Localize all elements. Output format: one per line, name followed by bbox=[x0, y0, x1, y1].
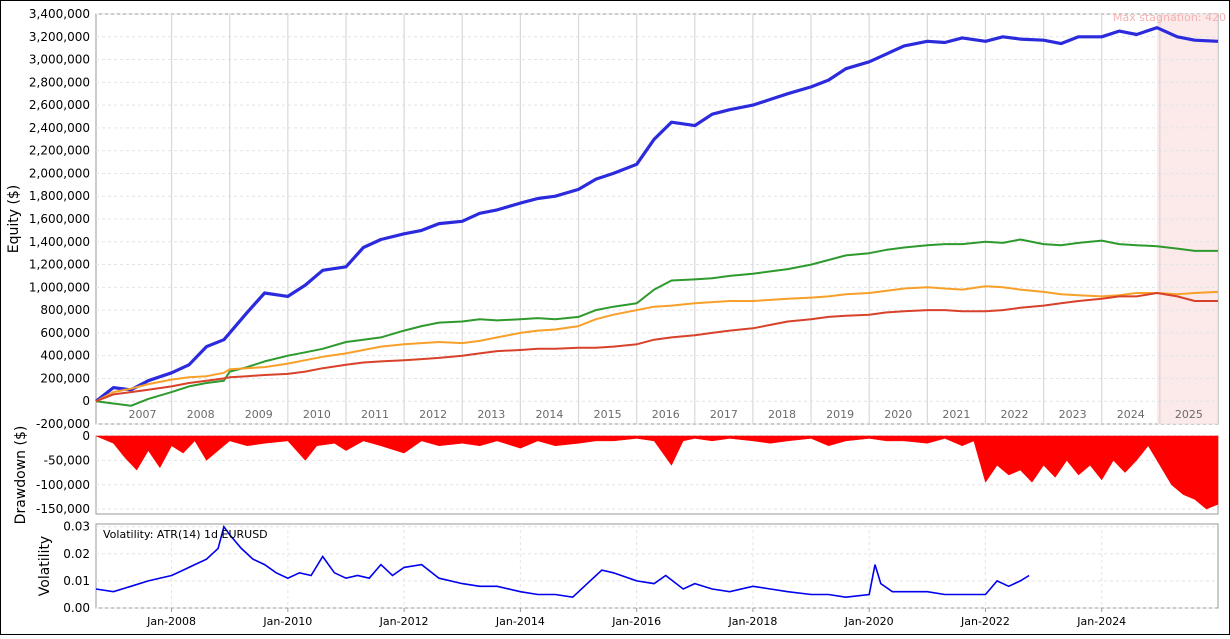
volatility-x-tick-label: Jan-2014 bbox=[495, 615, 545, 628]
equity-series-line-3 bbox=[95, 285, 1219, 403]
equity-year-label: 2010 bbox=[303, 408, 331, 421]
equity-year-label: 2009 bbox=[245, 408, 273, 421]
volatility-x-tick-label: Jan-2018 bbox=[727, 615, 777, 628]
equity-y-tick-label: 2,800,000 bbox=[29, 75, 90, 89]
equity-series-line-1 bbox=[95, 26, 1219, 403]
volatility-x-tick-label: Jan-2008 bbox=[146, 615, 196, 628]
equity-year-label: 2007 bbox=[129, 408, 157, 421]
equity-y-axis-title: Equity ($) bbox=[6, 185, 22, 254]
equity-y-tick-label: 0 bbox=[82, 394, 90, 408]
equity-series-line-2 bbox=[95, 238, 1218, 407]
equity-y-tick-label: 1,400,000 bbox=[29, 235, 90, 249]
equity-year-label: 2022 bbox=[1001, 408, 1029, 421]
volatility-x-tick-label: Jan-2024 bbox=[1076, 615, 1126, 628]
equity-year-label: 2008 bbox=[187, 408, 215, 421]
volatility-y-tick-label: 0.00 bbox=[63, 601, 90, 615]
equity-series bbox=[95, 26, 1219, 407]
volatility-x-ticks: Jan-2008 Jan-2010 Jan-2012 Jan-2014 Jan-2016… bbox=[146, 608, 1126, 628]
equity-y-tick-label: 800,000 bbox=[40, 303, 90, 317]
equity-year-label: 2015 bbox=[594, 408, 622, 421]
volatility-y-tick-label: 0.01 bbox=[63, 574, 90, 588]
volatility-line bbox=[95, 524, 1030, 599]
equity-year-labels: 2007 2008 2009 2010 2011 2012 2013 2014 2015 2016… bbox=[129, 408, 1203, 421]
volatility-y-axis-title: Volatility bbox=[37, 536, 53, 596]
volatility-x-tick-label: Jan-2010 bbox=[262, 615, 312, 628]
equity-year-label: 2023 bbox=[1059, 408, 1087, 421]
stagnation-annotation: Max stagnation: 420 bbox=[1113, 11, 1226, 24]
equity-panel: 2007 2008 2009 2010 2011 2012 2013 2014 2015 2016… bbox=[6, 7, 1226, 431]
volatility-x-tick-label: Jan-2022 bbox=[960, 615, 1010, 628]
equity-y-tick-label: 1,200,000 bbox=[29, 258, 90, 272]
drawdown-y-tick-label: -50,000 bbox=[44, 453, 90, 467]
equity-y-tick-label: 600,000 bbox=[40, 326, 90, 340]
drawdown-area bbox=[95, 435, 1219, 510]
drawdown-y-tick-label: -100,000 bbox=[36, 478, 90, 492]
equity-year-label: 2016 bbox=[652, 408, 680, 421]
volatility-x-tick-label: Jan-2012 bbox=[379, 615, 429, 628]
equity-year-label: 2019 bbox=[826, 408, 854, 421]
equity-year-label: 2018 bbox=[768, 408, 796, 421]
equity-y-tick-label: 3,000,000 bbox=[29, 53, 90, 67]
equity-y-tick-label: 2,000,000 bbox=[29, 166, 90, 180]
equity-y-tick-label: 3,200,000 bbox=[29, 30, 90, 44]
equity-year-label: 2017 bbox=[710, 408, 738, 421]
volatility-y-tick-label: 0.03 bbox=[63, 520, 90, 534]
equity-year-label: 2014 bbox=[535, 408, 563, 421]
equity-y-tick-label: 3,400,000 bbox=[29, 7, 90, 21]
drawdown-panel: 0 -50,000 -100,000 -150,000 Drawdown ($) bbox=[13, 426, 1219, 525]
equity-year-label: 2024 bbox=[1117, 408, 1145, 421]
equity-y-tick-label: 1,000,000 bbox=[29, 280, 90, 294]
equity-y-tick-label: 2,400,000 bbox=[29, 121, 90, 135]
equity-series-line-4 bbox=[95, 292, 1218, 403]
equity-year-label: 2020 bbox=[884, 408, 912, 421]
drawdown-y-ticks: 0 -50,000 -100,000 -150,000 bbox=[36, 429, 90, 516]
volatility-legend: Volatility: ATR(14) 1d EURUSD bbox=[103, 528, 268, 541]
equity-year-label: 2025 bbox=[1175, 408, 1203, 421]
volatility-panel: 0.03 0.02 0.01 0.00 Jan-2008 Jan-2010 Jan-201… bbox=[37, 520, 1219, 628]
equity-y-ticks: -200,000 0 200,000 400,000 600,000 800,000 1,0… bbox=[29, 7, 90, 431]
equity-year-label: 2011 bbox=[361, 408, 389, 421]
equity-y-tick-label: 1,800,000 bbox=[29, 189, 90, 203]
equity-y-tick-label: 2,200,000 bbox=[29, 144, 90, 158]
equity-year-label: 2012 bbox=[419, 408, 447, 421]
volatility-x-tick-label: Jan-2020 bbox=[844, 615, 894, 628]
equity-year-label: 2021 bbox=[942, 408, 970, 421]
drawdown-y-tick-label: 0 bbox=[82, 429, 90, 443]
volatility-plot-area bbox=[95, 523, 1219, 609]
equity-grid bbox=[96, 13, 1218, 425]
equity-year-label: 2013 bbox=[477, 408, 505, 421]
drawdown-y-axis-title: Drawdown ($) bbox=[13, 426, 29, 525]
drawdown-y-tick-label: -150,000 bbox=[36, 502, 90, 516]
volatility-y-tick-label: 0.02 bbox=[63, 547, 90, 561]
equity-y-tick-label: 200,000 bbox=[40, 371, 90, 385]
equity-y-tick-label: 2,600,000 bbox=[29, 98, 90, 112]
volatility-y-ticks: 0.03 0.02 0.01 0.00 bbox=[63, 520, 90, 615]
equity-y-tick-label: 400,000 bbox=[40, 349, 90, 363]
equity-y-tick-label: -200,000 bbox=[36, 417, 90, 431]
volatility-x-tick-label: Jan-2016 bbox=[611, 615, 661, 628]
equity-y-tick-label: 1,600,000 bbox=[29, 212, 90, 226]
